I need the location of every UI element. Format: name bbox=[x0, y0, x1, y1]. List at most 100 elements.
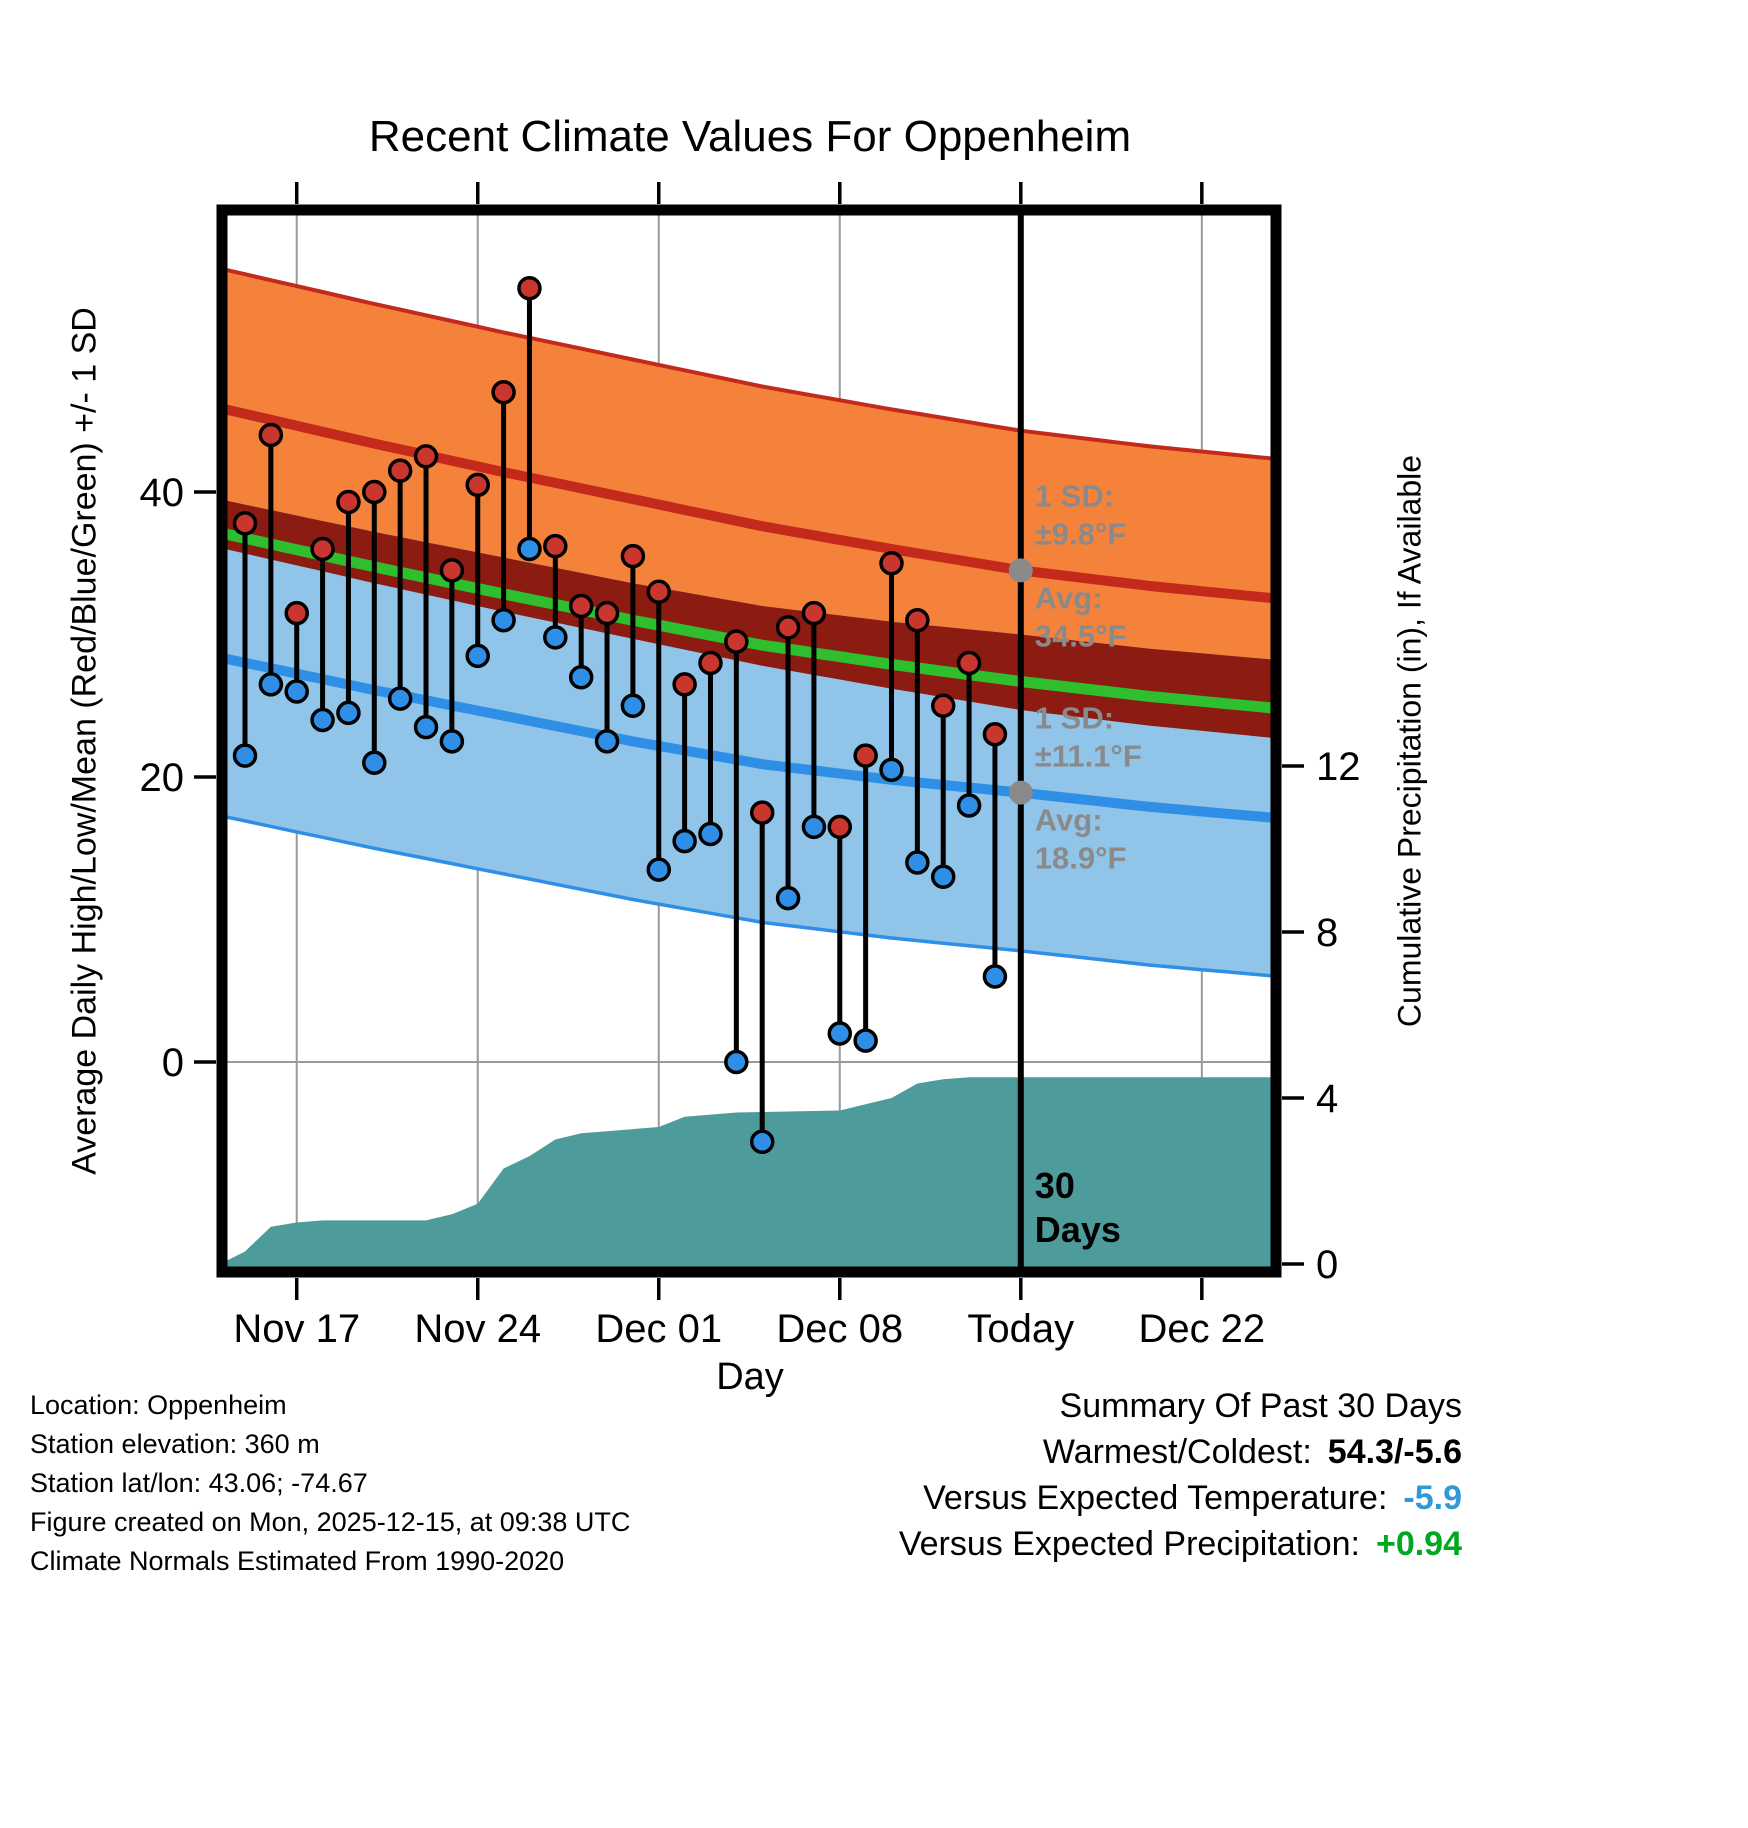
svg-text:Avg:: Avg: bbox=[1035, 803, 1103, 838]
summary-value: 54.3/-5.6 bbox=[1327, 1433, 1462, 1471]
high-dot bbox=[362, 479, 387, 505]
summary-row-vs-precipitation: Versus Expected Precipitation: +0.94 bbox=[899, 1521, 1462, 1567]
y-axis-left-label: Average Daily High/Low/Mean (Red/Blue/Gr… bbox=[65, 307, 104, 1175]
low-dot bbox=[284, 679, 309, 704]
low-dot bbox=[568, 665, 594, 690]
x-tick-label: Nov 17 bbox=[233, 1307, 360, 1351]
high-dot bbox=[336, 489, 361, 515]
high-dot bbox=[387, 458, 413, 483]
summary-block: Summary Of Past 30 Days Warmest/Coldest:… bbox=[899, 1383, 1462, 1567]
summary-label: Warmest/Coldest: bbox=[1042, 1433, 1312, 1471]
y-left-tick-label: 0 bbox=[162, 1041, 184, 1085]
high-dot bbox=[517, 275, 542, 301]
low-dot bbox=[646, 857, 672, 882]
y-right-tick-label: 8 bbox=[1316, 911, 1338, 955]
low-dot bbox=[362, 750, 387, 775]
svg-text:Avg:: Avg: bbox=[1035, 580, 1103, 615]
svg-text:1 SD:: 1 SD: bbox=[1035, 478, 1114, 513]
low-dot bbox=[982, 964, 1008, 989]
high-dot bbox=[724, 629, 749, 654]
x-tick-label: Dec 22 bbox=[1138, 1307, 1265, 1351]
high-dot bbox=[982, 722, 1008, 747]
plot-border bbox=[216, 204, 1282, 1278]
high-dot bbox=[232, 511, 258, 536]
summary-value: +0.94 bbox=[1375, 1525, 1462, 1563]
low-dot bbox=[724, 1049, 749, 1075]
high-dot bbox=[543, 533, 568, 559]
x-tick-label: Today bbox=[967, 1307, 1074, 1351]
high-dot bbox=[310, 536, 335, 562]
avg-high-line bbox=[222, 403, 1276, 604]
high-dot bbox=[879, 551, 904, 576]
low-dot bbox=[672, 828, 697, 854]
summary-label: Versus Expected Temperature: bbox=[923, 1479, 1388, 1517]
footer-block: Location: Oppenheim Station elevation: 3… bbox=[30, 1386, 630, 1581]
high-dot bbox=[413, 444, 439, 469]
summary-row-vs-temperature: Versus Expected Temperature: -5.9 bbox=[899, 1475, 1462, 1521]
high-dot bbox=[465, 472, 490, 498]
x-axis-label: Day bbox=[716, 1356, 784, 1398]
high-dot bbox=[698, 650, 723, 676]
high-dot bbox=[620, 543, 646, 569]
low-dot bbox=[465, 643, 490, 669]
low-dot bbox=[517, 536, 542, 562]
high-dot bbox=[905, 608, 930, 633]
svg-text:±9.8°F: ±9.8°F bbox=[1035, 516, 1126, 551]
low-dot bbox=[491, 608, 516, 633]
y-right-tick-label: 12 bbox=[1316, 745, 1361, 789]
y-right-tick-label: 4 bbox=[1316, 1077, 1338, 1121]
high-dot bbox=[827, 814, 853, 840]
high-dot bbox=[853, 743, 878, 768]
high-dot bbox=[594, 600, 620, 626]
low-temp-sd-band bbox=[223, 499, 1276, 977]
high-dot bbox=[775, 615, 801, 640]
low-dot bbox=[879, 757, 904, 783]
summary-row-warmest-coldest: Warmest/Coldest: 54.3/-5.6 bbox=[899, 1429, 1462, 1475]
y-left-tick-label: 40 bbox=[140, 471, 185, 515]
x-tick-label: Dec 01 bbox=[595, 1307, 722, 1351]
high-dot bbox=[930, 693, 956, 718]
y-left-tick-label: 20 bbox=[140, 756, 185, 800]
low-dot bbox=[258, 672, 284, 697]
low-dot bbox=[905, 850, 930, 875]
footer-line-normals: Climate Normals Estimated From 1990-2020 bbox=[30, 1546, 565, 1576]
high-dot bbox=[258, 422, 284, 448]
high-dot bbox=[749, 800, 775, 825]
precip-area bbox=[224, 1077, 1276, 1267]
low-dot bbox=[853, 1028, 878, 1053]
svg-text:1 SD:: 1 SD: bbox=[1035, 701, 1114, 736]
chart-title: Recent Climate Values For Oppenheim bbox=[368, 112, 1132, 161]
y-axis-right-label: Cumulative Precipitation (in), If Availa… bbox=[1391, 454, 1428, 1028]
summary-value: -5.9 bbox=[1403, 1479, 1462, 1517]
summary-label: Versus Expected Precipitation: bbox=[898, 1525, 1360, 1563]
low-band-bottom-edge bbox=[222, 814, 1276, 978]
low-dot bbox=[956, 793, 982, 818]
svg-text:18.9°F: 18.9°F bbox=[1035, 841, 1127, 876]
svg-text:34.5°F: 34.5°F bbox=[1035, 618, 1127, 653]
high-dot bbox=[801, 600, 827, 626]
low-dot bbox=[930, 864, 956, 889]
footer-line-location: Location: Oppenheim bbox=[30, 1390, 287, 1420]
low-dot bbox=[336, 700, 361, 726]
today-marker-label: 30 bbox=[1035, 1165, 1075, 1206]
high-dot bbox=[284, 600, 309, 626]
x-tick-label: Nov 24 bbox=[414, 1307, 541, 1351]
high-dot bbox=[672, 672, 697, 697]
high-temp-sd-band bbox=[223, 269, 1276, 739]
low-dot bbox=[749, 1129, 775, 1155]
low-dot bbox=[387, 686, 413, 711]
low-dot bbox=[543, 625, 568, 650]
low-dot bbox=[594, 729, 620, 754]
high-dot bbox=[439, 558, 465, 583]
daily-high-low-points bbox=[232, 275, 1008, 1155]
low-dot bbox=[620, 693, 646, 718]
summary-title: Summary Of Past 30 Days bbox=[1059, 1387, 1462, 1425]
low-dot bbox=[310, 707, 335, 733]
footer-line-elevation: Station elevation: 360 m bbox=[30, 1429, 320, 1459]
low-dot bbox=[698, 821, 723, 847]
x-tick-label: Dec 08 bbox=[776, 1307, 903, 1351]
low-dot bbox=[801, 814, 827, 840]
